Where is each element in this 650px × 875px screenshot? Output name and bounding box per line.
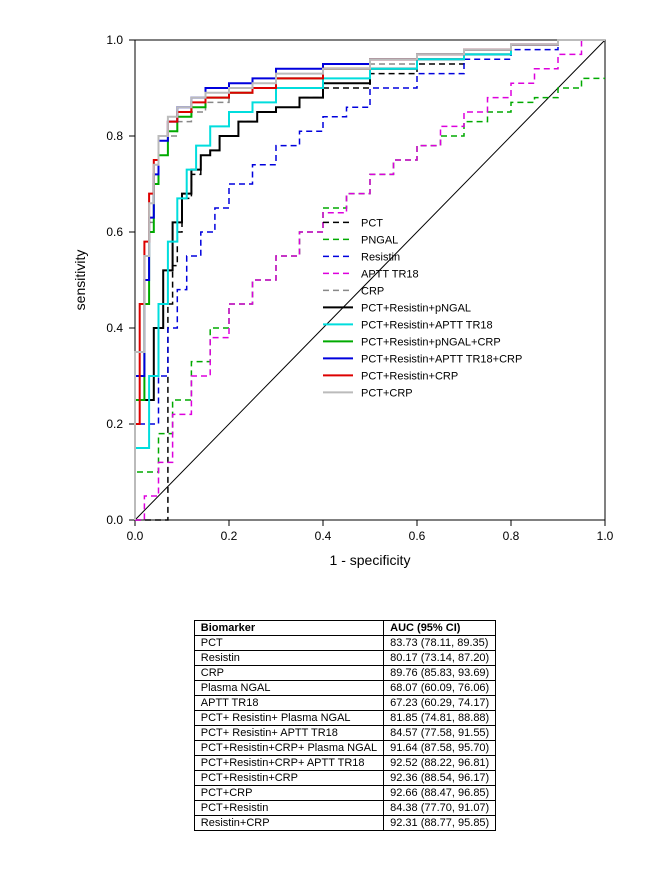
svg-text:0.6: 0.6	[106, 225, 123, 239]
svg-text:Resistin: Resistin	[361, 251, 400, 263]
table-cell: 92.31 (88.77, 95.85)	[384, 816, 496, 831]
table-cell: Resistin	[194, 651, 383, 666]
table-cell: PCT+ Resistin+ APTT TR18	[194, 726, 383, 741]
svg-text:PCT+Resistin+CRP: PCT+Resistin+CRP	[361, 370, 458, 382]
roc-svg: 0.0 0.0 0.2 0.2 0.4 0.4 0.6 0.6 0.8 0.8 1.0 1.0 1 - …	[65, 20, 625, 580]
table-cell: 84.38 (77.70, 91.07)	[384, 801, 496, 816]
svg-text:sensitivity: sensitivity	[72, 250, 88, 311]
svg-text:0.8: 0.8	[503, 529, 520, 543]
svg-text:0.8: 0.8	[106, 129, 123, 143]
table-row: PCT+Resistin+CRP92.36 (88.54, 96.17)	[194, 771, 495, 786]
table-row: PCT+Resistin+CRP+ Plasma NGAL91.64 (87.5…	[194, 741, 495, 756]
table-header-biomarker: Biomarker	[194, 621, 383, 636]
svg-text:PCT+Resistin+APTT TR18: PCT+Resistin+APTT TR18	[361, 319, 493, 331]
svg-text:0.2: 0.2	[221, 529, 238, 543]
table-cell: 83.73 (78.11, 89.35)	[384, 636, 496, 651]
table-cell: PCT	[194, 636, 383, 651]
table-cell: PCT+Resistin+CRP+ Plasma NGAL	[194, 741, 383, 756]
table-row: PCT83.73 (78.11, 89.35)	[194, 636, 495, 651]
table-cell: 84.57 (77.58, 91.55)	[384, 726, 496, 741]
table-cell: 91.64 (87.58, 95.70)	[384, 741, 496, 756]
roc-chart: 0.0 0.0 0.2 0.2 0.4 0.4 0.6 0.6 0.8 0.8 1.0 1.0 1 - …	[65, 20, 625, 580]
svg-text:0.6: 0.6	[409, 529, 426, 543]
svg-text:PNGAL: PNGAL	[361, 234, 398, 246]
svg-text:0.4: 0.4	[315, 529, 332, 543]
table-row: PCT+ Resistin+ APTT TR1884.57 (77.58, 91…	[194, 726, 495, 741]
table-row: Resistin80.17 (73.14, 87.20)	[194, 651, 495, 666]
svg-text:PCT+Resistin+pNGAL: PCT+Resistin+pNGAL	[361, 302, 471, 314]
table-row: PCT+ Resistin+ Plasma NGAL81.85 (74.81, …	[194, 711, 495, 726]
svg-text:1.0: 1.0	[106, 33, 123, 47]
table-cell: 92.52 (88.22, 96.81)	[384, 756, 496, 771]
table-row: CRP89.76 (85.83, 93.69)	[194, 666, 495, 681]
svg-text:0.0: 0.0	[106, 513, 123, 527]
svg-text:PCT: PCT	[361, 217, 383, 229]
table-cell: 81.85 (74.81, 88.88)	[384, 711, 496, 726]
table-cell: 68.07 (60.09, 76.06)	[384, 681, 496, 696]
table-cell: PCT+ Resistin+ Plasma NGAL	[194, 711, 383, 726]
svg-text:0.0: 0.0	[127, 529, 144, 543]
table-cell: 67.23 (60.29, 74.17)	[384, 696, 496, 711]
svg-text:1 - specificity: 1 - specificity	[330, 552, 411, 568]
table-row: PCT+Resistin+CRP+ APTT TR1892.52 (88.22,…	[194, 756, 495, 771]
table-cell: Resistin+CRP	[194, 816, 383, 831]
table-cell: 89.76 (85.83, 93.69)	[384, 666, 496, 681]
svg-text:0.4: 0.4	[106, 321, 123, 335]
table-cell: PCT+CRP	[194, 786, 383, 801]
svg-text:PCT+CRP: PCT+CRP	[361, 387, 413, 399]
table-header-auc: AUC (95% CI)	[384, 621, 496, 636]
table-row: PCT+CRP92.66 (88.47, 96.85)	[194, 786, 495, 801]
table-cell: 92.36 (88.54, 96.17)	[384, 771, 496, 786]
svg-text:1.0: 1.0	[597, 529, 614, 543]
table-cell: PCT+Resistin	[194, 801, 383, 816]
table-row: Plasma NGAL68.07 (60.09, 76.06)	[194, 681, 495, 696]
svg-text:PCT+Resistin+pNGAL+CRP: PCT+Resistin+pNGAL+CRP	[361, 336, 501, 348]
svg-text:0.2: 0.2	[106, 417, 123, 431]
auc-table: Biomarker AUC (95% CI) PCT83.73 (78.11, …	[194, 620, 496, 831]
table-cell: Plasma NGAL	[194, 681, 383, 696]
table-cell: CRP	[194, 666, 383, 681]
table-row: APTT TR1867.23 (60.29, 74.17)	[194, 696, 495, 711]
table-cell: PCT+Resistin+CRP+ APTT TR18	[194, 756, 383, 771]
table-cell: 80.17 (73.14, 87.20)	[384, 651, 496, 666]
svg-text:APTT TR18: APTT TR18	[361, 268, 419, 280]
svg-text:CRP: CRP	[361, 285, 384, 297]
table-row: PCT+Resistin84.38 (77.70, 91.07)	[194, 801, 495, 816]
table-cell: APTT TR18	[194, 696, 383, 711]
table-row: Resistin+CRP92.31 (88.77, 95.85)	[194, 816, 495, 831]
table-cell: PCT+Resistin+CRP	[194, 771, 383, 786]
svg-text:PCT+Resistin+APTT TR18+CRP: PCT+Resistin+APTT TR18+CRP	[361, 353, 522, 365]
table-cell: 92.66 (88.47, 96.85)	[384, 786, 496, 801]
